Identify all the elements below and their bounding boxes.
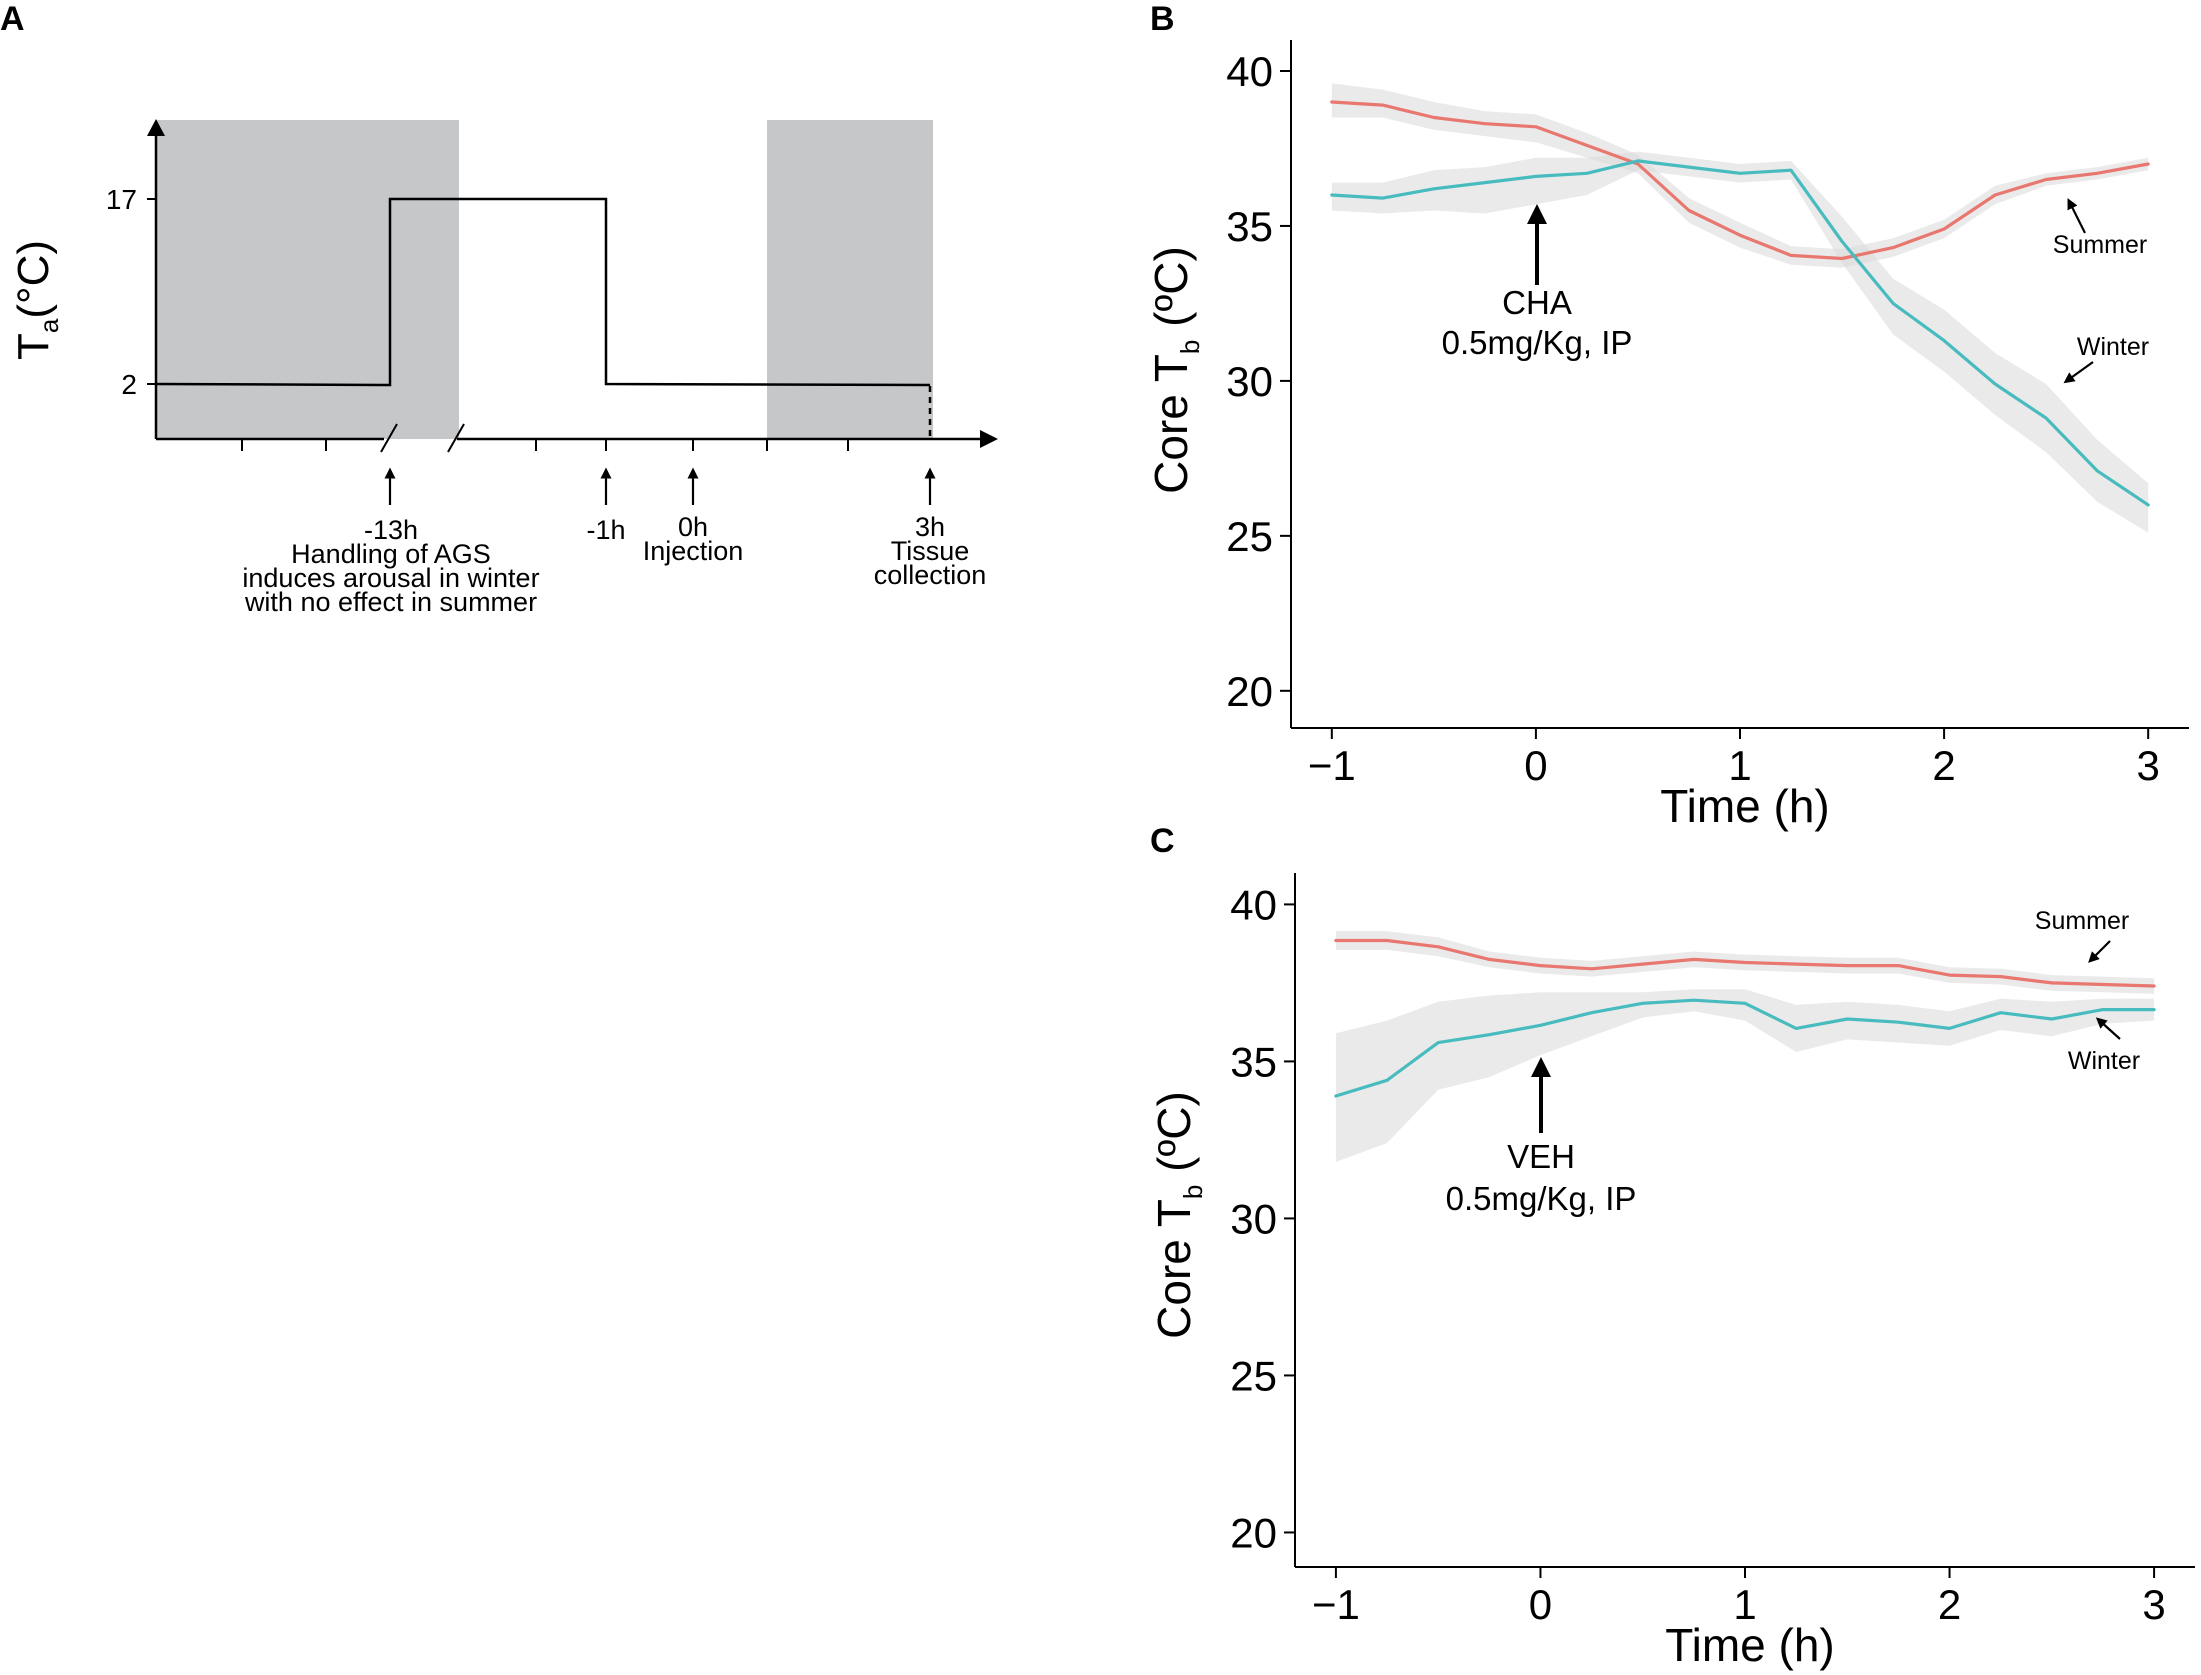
panel-c-confidence-bands <box>1335 931 2155 1162</box>
dark-period-2 <box>767 120 933 439</box>
a-y-axis-label: Ta(°C) <box>9 240 64 360</box>
a-y-axis-label-main: T <box>9 333 58 360</box>
b-y-axis-label: Core Tb (ºC) <box>1145 246 1205 494</box>
event-label-minus-1h: -1h <box>586 515 625 545</box>
event-desc-0h: Injection <box>643 536 744 566</box>
dark-period-1 <box>156 120 459 439</box>
c-summer-label: Summer <box>2035 907 2129 935</box>
event-desc-minus-13h-line2: induces arousal in winter <box>242 563 539 593</box>
a-y-tick-label-2: 2 <box>121 369 137 400</box>
c-x-tick-label: −1 <box>1312 1581 1360 1628</box>
panel-c-y-ticks: 20 25 30 35 40 <box>1230 881 1295 1556</box>
b-winter-label: Winter <box>2077 333 2149 361</box>
b-x-tick-label: 2 <box>1932 742 1955 789</box>
panel-c-x-ticks: −1 0 1 2 3 <box>1312 1567 2166 1628</box>
b-summer-arrow <box>2067 198 2086 234</box>
a-y-tick-label-17: 17 <box>106 184 137 215</box>
c-x-tick-label: 0 <box>1529 1581 1552 1628</box>
panel-a: A 17 2 Ta(°C) <box>0 0 998 617</box>
event-desc-minus-13h-line3: with no effect in summer <box>244 587 537 617</box>
event-desc-3h-line2: collection <box>874 560 987 590</box>
c-y-axis-label-sub: b <box>1178 1185 1208 1199</box>
panel-b-y-ticks: 20 25 30 35 40 <box>1226 48 1291 715</box>
panel-c-letter: C <box>1150 822 1175 860</box>
c-x-tick-label: 1 <box>1733 1581 1756 1628</box>
a-axis-break-1 <box>380 423 398 453</box>
a-y-axis-arrowhead <box>147 119 165 136</box>
b-y-tick-label: 20 <box>1226 668 1273 715</box>
ambient-temperature-line <box>155 197 931 387</box>
b-x-tick-label: 3 <box>2137 742 2160 789</box>
c-winter-line <box>1334 998 2156 1098</box>
b-x-tick-label: −1 <box>1308 742 1356 789</box>
panel-b-confidence-bands <box>1331 83 2149 533</box>
b-y-axis-label-sub: b <box>1175 340 1205 354</box>
b-summer-confidence-band <box>1331 83 2149 268</box>
a-axis-break-2 <box>447 423 465 453</box>
panel-a-letter: A <box>0 0 25 38</box>
c-summer-line <box>1334 938 2156 988</box>
a-event-arrows <box>384 467 936 505</box>
a-y-axis-label-sub: a <box>34 318 64 333</box>
event-label-3h: 3h <box>915 512 945 542</box>
c-x-tick-label: 3 <box>2142 1581 2165 1628</box>
panel-c-series-lines <box>1334 938 2156 1098</box>
b-y-tick-label: 35 <box>1226 203 1273 250</box>
b-winter-confidence-band <box>1331 151 2149 533</box>
event-desc-minus-13h-line1: Handling of AGS <box>291 539 491 569</box>
a-y-axis-label-unit: (°C) <box>9 240 58 319</box>
b-y-tick-label: 25 <box>1226 513 1273 560</box>
c-winter-label: Winter <box>2068 1047 2140 1075</box>
event-label-minus-13h: -13h <box>364 515 418 545</box>
b-y-tick-label: 40 <box>1226 48 1273 95</box>
b-y-axis-label-unit: (ºC) <box>1145 246 1197 339</box>
c-y-axis-label-unit: (ºC) <box>1148 1091 1200 1184</box>
c-winter-confidence-band <box>1335 989 2155 1162</box>
c-winter-arrow <box>2095 1017 2121 1040</box>
a-x-ticks <box>241 439 849 451</box>
b-summer-line <box>1330 100 2150 261</box>
panel-b-axes <box>1290 40 2189 729</box>
c-y-tick-label: 20 <box>1230 1509 1277 1556</box>
c-summer-arrow <box>2088 940 2111 963</box>
c-x-tick-label: 2 <box>1938 1581 1961 1628</box>
b-x-tick-label: 0 <box>1524 742 1547 789</box>
c-y-axis-label: Core Tb (ºC) <box>1148 1091 1208 1339</box>
panel-b: B 20 25 30 35 40 −1 0 1 2 3 Time (h) Core Tb (ºC… <box>1145 0 2189 832</box>
c-drug-name: VEH <box>1507 1138 1575 1175</box>
panel-b-series-lines <box>1330 100 2150 507</box>
c-x-axis-label: Time (h) <box>1665 1619 1835 1671</box>
c-y-axis-label-main: Core T <box>1148 1199 1200 1339</box>
panel-b-letter: B <box>1150 0 1175 38</box>
b-winter-line <box>1330 159 2150 507</box>
b-drug-dose: 0.5mg/Kg, IP <box>1442 324 1633 361</box>
a-x-axis-arrowhead <box>980 430 998 448</box>
c-drug-dose: 0.5mg/Kg, IP <box>1446 1180 1637 1217</box>
panel-c: C 20 25 30 35 40 −1 0 1 2 3 Time (h) Core Tb (ºC… <box>1148 822 2195 1671</box>
c-y-tick-label: 35 <box>1230 1038 1277 1085</box>
event-desc-3h-line1: Tissue <box>891 536 970 566</box>
event-label-0h: 0h <box>678 512 708 542</box>
b-summer-label: Summer <box>2053 231 2147 259</box>
b-x-axis-label: Time (h) <box>1660 780 1830 832</box>
b-x-tick-label: 1 <box>1728 742 1751 789</box>
b-drug-name: CHA <box>1502 284 1572 321</box>
c-y-tick-label: 30 <box>1230 1195 1277 1242</box>
b-winter-arrow <box>2063 361 2094 384</box>
c-y-tick-label: 40 <box>1230 881 1277 928</box>
b-y-tick-label: 30 <box>1226 358 1273 405</box>
panel-b-x-ticks: −1 0 1 2 3 <box>1308 728 2160 789</box>
b-y-axis-label-main: Core T <box>1145 354 1197 494</box>
c-y-tick-label: 25 <box>1230 1352 1277 1399</box>
